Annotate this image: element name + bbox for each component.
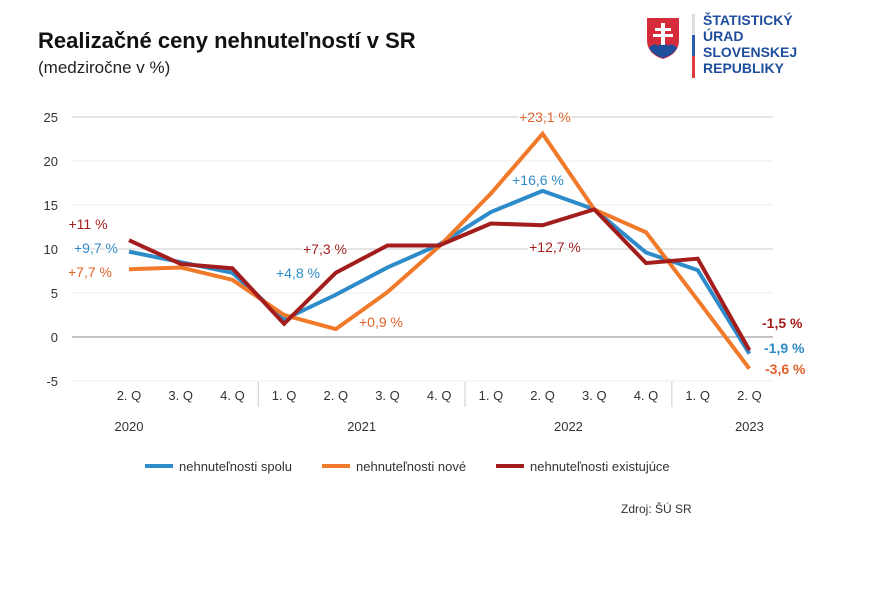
chart-title: Realizačné ceny nehnuteľností v SR [38,28,416,53]
logo-text: ŠTATISTICKÝ ÚRAD SLOVENSKEJ REPUBLIKY [703,12,797,76]
x-tick-label: 2. Q [117,388,142,403]
source-note: Zdroj: ŠÚ SR [621,502,692,516]
x-tick-label: 1. Q [272,388,297,403]
line-chart: 25 20 15 10 5 0 -5 2. Q 3. Q 4. Q 1. Q 2. Q 3. Q 4. Q… [44,108,808,475]
x-tick-label: 2. Q [737,388,762,403]
data-label: +9,7 % [74,240,118,256]
data-label: +12,7 % [529,239,581,255]
x-tick-label: 2. Q [324,388,349,403]
x-tick-label: 4. Q [220,388,245,403]
x-tick-label: 1. Q [685,388,710,403]
susr-logo: ŠTATISTICKÝ ÚRAD SLOVENSKEJ REPUBLIKY [645,12,825,84]
year-label: 2023 [735,419,764,434]
data-label: +11 % [68,216,107,232]
data-label: +7,3 % [303,241,347,257]
coat-of-arms-icon [647,18,679,59]
x-tick-label: 3. Q [168,388,193,403]
data-label: -1,9 % [764,340,805,356]
x-tick-label: 3. Q [375,388,400,403]
logo-divider [692,14,695,78]
legend-label: nehnuteľnosti existujúce [530,459,670,474]
data-label: -1,5 % [762,315,803,331]
y-tick-label: 25 [44,110,58,125]
legend-label: nehnuteľnosti nové [356,459,466,474]
y-tick-label: -5 [46,374,58,389]
year-label: 2021 [347,419,376,434]
logo-line: SLOVENSKEJ [703,44,798,60]
data-label: +0,9 % [359,314,403,330]
x-tick-label: 2. Q [530,388,555,403]
data-label: +7,7 % [68,264,112,280]
logo-line: ŠTATISTICKÝ [703,12,793,28]
x-tick-label: 1. Q [479,388,504,403]
data-label: +16,6 % [512,172,564,188]
y-tick-label: 20 [44,154,58,169]
series-line-0 [128,188,752,355]
series-line-2 [128,207,752,352]
logo-line: ÚRAD [703,28,744,44]
data-label: +4,8 % [276,265,320,281]
data-label: -3,6 % [765,361,806,377]
y-tick-label: 15 [44,198,58,213]
logo-line: REPUBLIKY [703,60,784,76]
data-label: +23,1 % [519,109,571,125]
year-label: 2022 [554,419,583,434]
legend-label: nehnuteľnosti spolu [179,459,292,474]
x-tick-label: 4. Q [634,388,659,403]
y-tick-label: 0 [51,330,58,345]
y-tick-label: 10 [44,242,58,257]
x-tick-label: 4. Q [427,388,452,403]
x-tick-label: 3. Q [582,388,607,403]
chart-subtitle: (medziročne v %) [38,58,171,77]
year-label: 2020 [115,419,144,434]
y-tick-label: 5 [51,286,58,301]
series-line-1 [128,130,751,370]
